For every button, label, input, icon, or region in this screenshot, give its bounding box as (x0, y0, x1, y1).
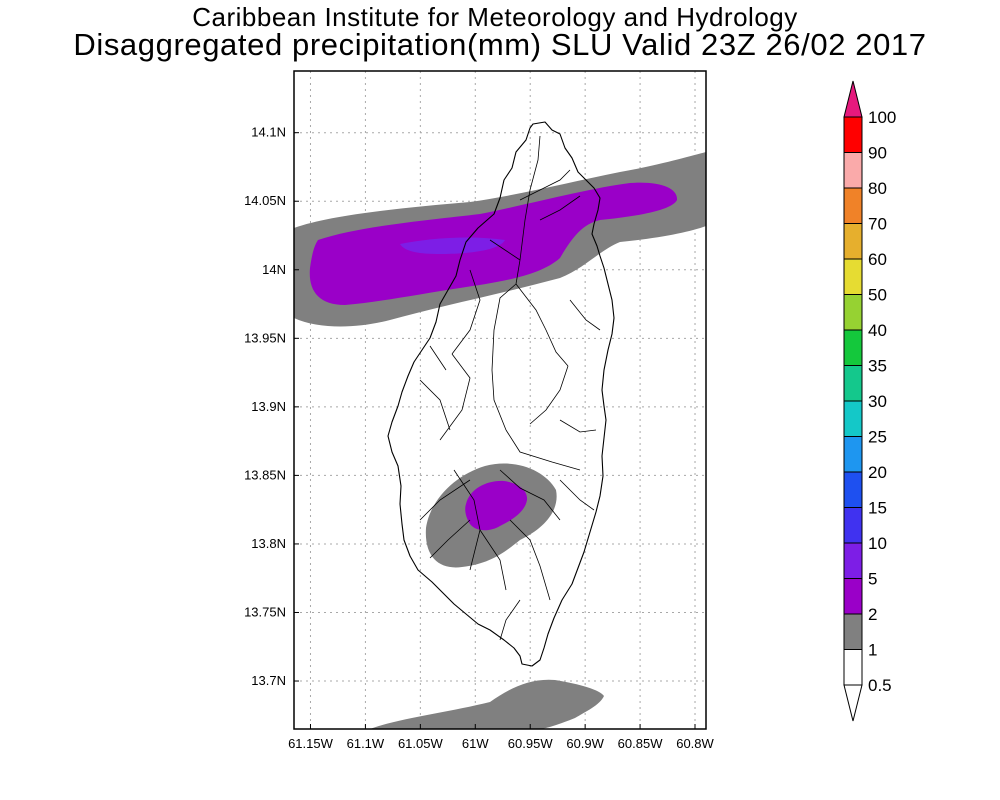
x-tick-label: 61.05W (398, 736, 444, 751)
y-tick-label: 13.85N (244, 467, 286, 482)
precip-fields (294, 152, 706, 729)
colorbar-label: 1 (868, 641, 877, 660)
colorbar-box (843, 223, 863, 260)
colorbar-box (843, 187, 863, 224)
map-frame (293, 70, 707, 730)
x-tick-label: 60.95W (508, 736, 554, 751)
title-line-2: Disaggregated precipitation(mm) SLU Vali… (73, 27, 927, 62)
colorbar-label: 2 (868, 605, 877, 624)
precip-north-band-5mm (400, 237, 505, 254)
colorbar-box (843, 578, 863, 615)
x-tick-label: 60.8W (676, 736, 714, 751)
axis-ticks: 61.15W 61.1W 61.05W 61W 60.95W 60.9W 60.85W 60.… (244, 125, 714, 751)
y-tick-label: 13.8N (251, 536, 286, 551)
colorbar-box (843, 116, 863, 153)
colorbar-label: 90 (868, 144, 887, 163)
y-tick-label: 14.1N (251, 125, 286, 140)
colorbar-label: 35 (868, 357, 887, 376)
colorbar-label: 30 (868, 392, 887, 411)
colorbar-box (843, 436, 863, 473)
colorbar-label: 40 (868, 321, 887, 340)
colorbar-label: 5 (868, 570, 877, 589)
colorbar-box (843, 542, 863, 579)
colorbar-box (843, 649, 863, 686)
colorbar-label: 20 (868, 463, 887, 482)
y-tick-label: 13.95N (244, 330, 286, 345)
y-tick-label: 13.9N (251, 399, 286, 414)
y-tick-label: 14.05N (244, 193, 286, 208)
y-tick-label: 14N (262, 262, 286, 277)
colorbar-label: 0.5 (868, 676, 892, 695)
colorbar-label: 80 (868, 179, 887, 198)
precip-south-sea-band-1mm (370, 679, 604, 729)
colorbar-bottom-arrow (843, 684, 863, 722)
colorbar-box (843, 152, 863, 189)
colorbar-box (843, 294, 863, 331)
island-outline (387, 121, 615, 667)
colorbar-label: 10 (868, 534, 887, 553)
x-tick-label: 61W (462, 736, 489, 751)
colorbar-box (843, 329, 863, 366)
colorbar-label: 15 (868, 499, 887, 518)
colorbar-label: 100 (868, 108, 896, 127)
x-tick-label: 61.1W (347, 736, 385, 751)
title-line-1: Caribbean Institute for Meteorology and … (192, 2, 798, 32)
colorbar-box (843, 471, 863, 508)
colorbar-label: 50 (868, 286, 887, 305)
colorbar-box (843, 365, 863, 402)
precip-south-blob-2mm (465, 480, 528, 531)
y-tick-label: 13.7N (251, 673, 286, 688)
colorbar-label: 25 (868, 428, 887, 447)
colorbar-top-arrow (843, 80, 863, 118)
colorbar-box (843, 507, 863, 544)
x-tick-label: 60.85W (618, 736, 664, 751)
colorbar-box (843, 258, 863, 295)
colorbar-box (843, 613, 863, 650)
colorbar-box (843, 400, 863, 437)
colorbar-label: 60 (868, 250, 887, 269)
colorbar-label: 70 (868, 215, 887, 234)
x-tick-label: 61.15W (288, 736, 334, 751)
y-tick-label: 13.75N (244, 604, 286, 619)
river-network (419, 135, 601, 641)
x-tick-label: 60.9W (566, 736, 604, 751)
